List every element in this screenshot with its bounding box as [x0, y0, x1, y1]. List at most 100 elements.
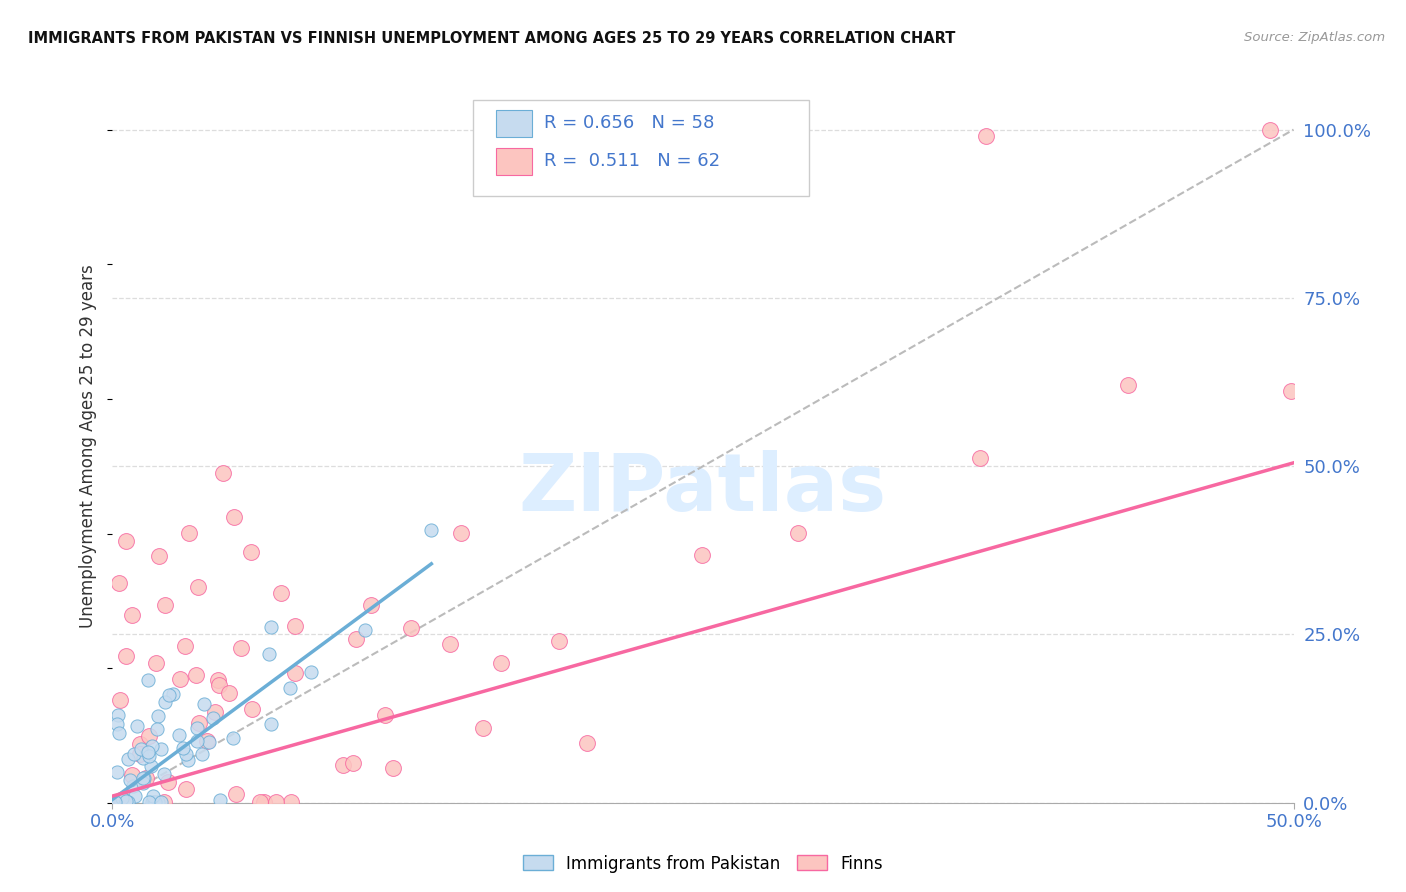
Point — [138, 729, 160, 743]
Point — [157, 689, 180, 703]
Point — [138, 748, 160, 763]
Point — [162, 687, 184, 701]
Point — [176, 753, 198, 767]
Point — [264, 795, 287, 809]
Point — [129, 737, 152, 751]
Point — [240, 702, 263, 716]
Point — [111, 791, 134, 805]
Point — [124, 789, 146, 804]
Point — [146, 722, 169, 736]
Point — [108, 726, 131, 740]
Point — [142, 789, 165, 803]
Point — [249, 795, 271, 809]
Point — [141, 795, 163, 809]
Point — [145, 795, 167, 809]
Point — [129, 741, 152, 756]
Point — [135, 771, 157, 785]
Point — [231, 641, 253, 656]
Point — [172, 741, 194, 756]
Point — [177, 525, 200, 540]
Point — [209, 793, 232, 807]
Point — [1279, 384, 1302, 398]
Point — [489, 657, 512, 671]
Point — [153, 795, 176, 809]
Point — [174, 639, 197, 653]
Point — [108, 692, 131, 706]
Point — [117, 752, 139, 766]
Point — [127, 719, 149, 733]
Bar — [496, 110, 531, 137]
Point — [107, 707, 129, 722]
Point — [191, 747, 214, 762]
Point — [128, 747, 150, 761]
Point — [342, 756, 364, 770]
Point — [117, 795, 139, 809]
Point — [786, 526, 808, 541]
Point — [105, 716, 128, 731]
Point — [186, 721, 208, 735]
Point — [208, 678, 231, 692]
Point — [225, 787, 247, 801]
Point — [148, 795, 170, 809]
Point — [186, 734, 208, 748]
Point — [136, 673, 159, 687]
Point — [332, 757, 354, 772]
Point — [107, 765, 129, 780]
Point — [439, 637, 461, 651]
Point — [690, 548, 713, 562]
Text: R =  0.511   N = 62: R = 0.511 N = 62 — [544, 152, 720, 169]
Point — [153, 695, 176, 709]
Point — [121, 607, 143, 622]
Point — [195, 734, 218, 748]
Point — [186, 668, 208, 682]
Point — [112, 795, 135, 809]
Point — [152, 766, 174, 780]
Point — [150, 795, 173, 809]
Point — [138, 795, 160, 809]
Point — [547, 634, 569, 648]
Point — [193, 697, 215, 711]
Point — [122, 779, 145, 793]
Point — [148, 549, 170, 563]
Point — [260, 717, 283, 731]
Point — [222, 731, 245, 745]
Point — [121, 768, 143, 782]
Point — [382, 761, 405, 775]
Point — [145, 656, 167, 670]
Point — [450, 526, 472, 541]
Point — [111, 795, 134, 809]
Point — [143, 795, 166, 809]
Point — [136, 745, 159, 759]
Point — [278, 681, 301, 695]
Point — [176, 782, 198, 797]
Point — [187, 716, 209, 731]
Text: R = 0.656   N = 58: R = 0.656 N = 58 — [544, 114, 714, 132]
Point — [114, 794, 136, 808]
Point — [207, 673, 229, 688]
Point — [155, 598, 177, 612]
Point — [132, 751, 155, 765]
Point — [401, 621, 423, 635]
Point — [284, 666, 307, 681]
Point — [104, 795, 127, 809]
Point — [360, 598, 382, 612]
Point — [115, 649, 138, 664]
Bar — [496, 148, 531, 175]
Point — [114, 534, 136, 549]
Point — [420, 523, 443, 537]
Text: ZIPatlas: ZIPatlas — [519, 450, 887, 528]
Point — [344, 632, 367, 646]
Point — [139, 758, 162, 772]
Point — [260, 620, 283, 634]
Point — [224, 510, 246, 524]
Point — [472, 721, 495, 735]
Point — [187, 580, 209, 594]
Point — [131, 776, 153, 790]
Point — [122, 747, 145, 761]
Point — [575, 736, 598, 750]
Point — [270, 586, 292, 600]
Text: Source: ZipAtlas.com: Source: ZipAtlas.com — [1244, 31, 1385, 45]
Point — [141, 739, 163, 754]
Point — [253, 795, 276, 809]
Point — [1116, 378, 1139, 392]
